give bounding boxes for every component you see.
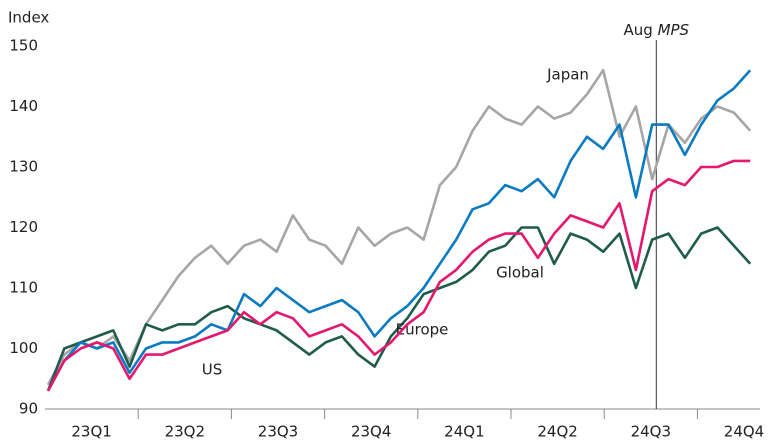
x-tick-label: 23Q1 [71, 423, 111, 441]
y-axis-label: Index [8, 9, 49, 27]
event-label-em: MPS [658, 21, 690, 39]
series-label: Europe [396, 321, 449, 339]
series-line [46, 69, 752, 392]
event-label: Aug MPS [623, 21, 689, 39]
x-tick-label: 23Q3 [258, 423, 298, 441]
y-tick-label: 150 [9, 37, 38, 55]
y-tick-label: 100 [9, 339, 38, 357]
series-label: Global [496, 264, 544, 282]
x-tick-label: 24Q1 [444, 423, 484, 441]
x-tick-label: 24Q4 [724, 423, 764, 441]
series-label: US [202, 361, 223, 379]
y-tick-label: 140 [9, 97, 38, 115]
y-tick-label: 90 [19, 400, 38, 418]
series-line [46, 68, 752, 386]
series-line [46, 159, 751, 392]
series-label: Japan [546, 66, 589, 84]
y-tick-label: 130 [9, 158, 38, 176]
y-tick-label: 110 [9, 279, 38, 297]
x-tick-label: 23Q4 [351, 423, 391, 441]
x-tick-label: 24Q2 [537, 423, 577, 441]
series-line [46, 226, 752, 392]
event-label-text: Aug [623, 21, 652, 39]
x-tick-label: 24Q3 [631, 423, 671, 441]
x-tick-label: 23Q2 [165, 423, 205, 441]
y-tick-label: 120 [9, 218, 38, 236]
